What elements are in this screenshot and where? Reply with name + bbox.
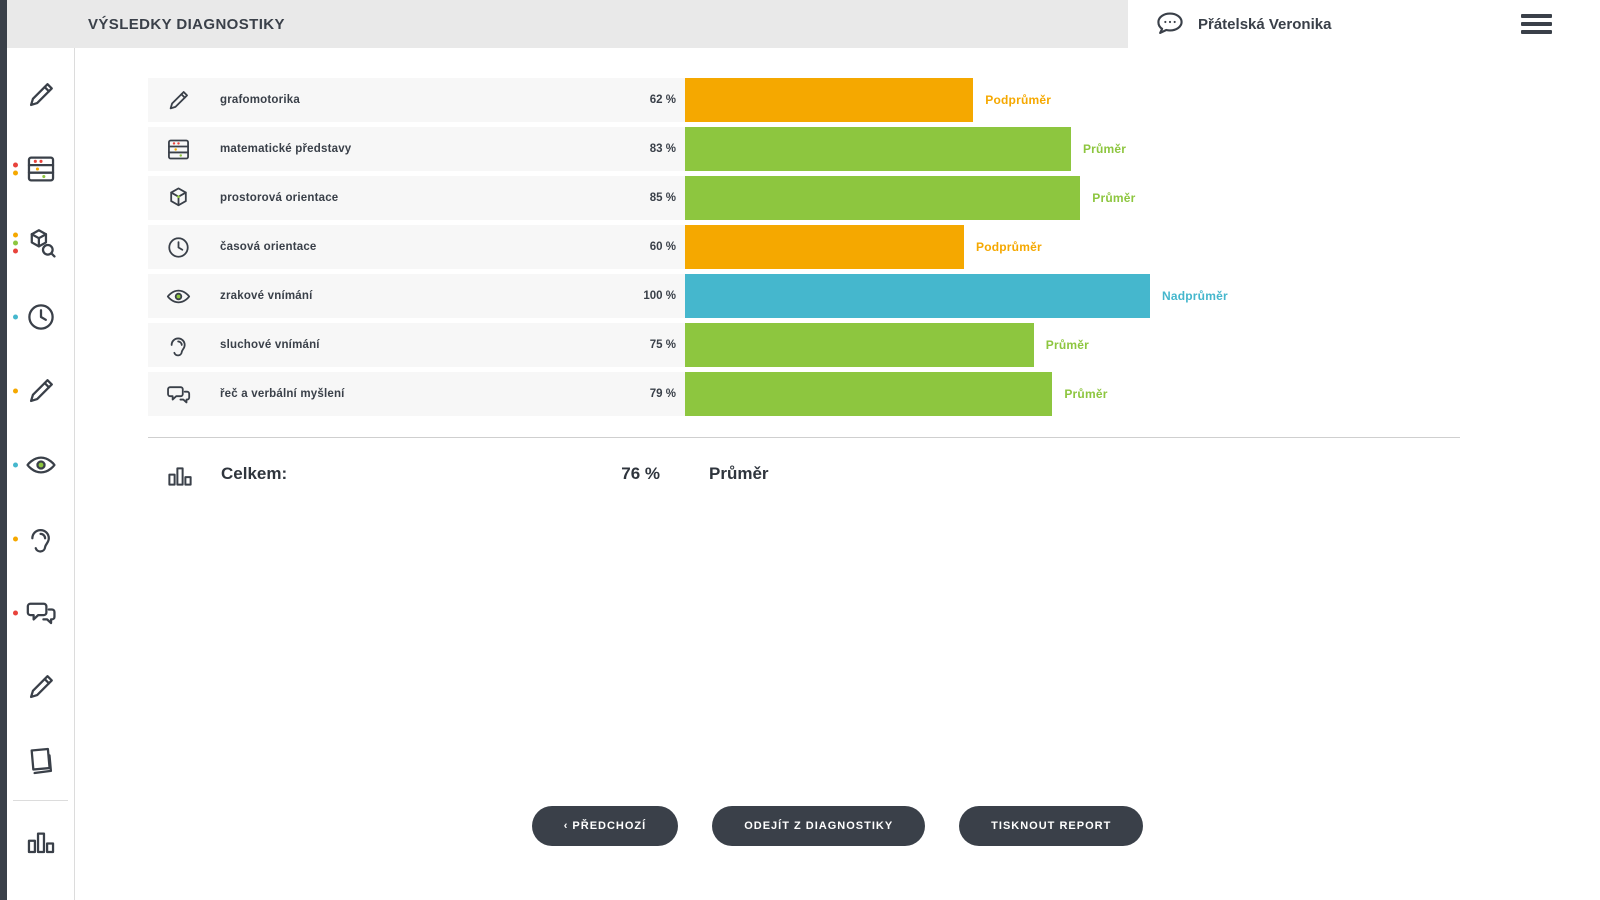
main-content: grafomotorika 62 % Podprůměr matematické…	[75, 48, 1600, 900]
chat-bubble-icon	[1154, 8, 1186, 40]
sidebar-item-poznamky[interactable]	[7, 724, 74, 798]
result-bar	[685, 127, 1071, 171]
skill-label: zrakové vnímání	[220, 290, 313, 302]
result-row-prostorova-orientace: prostorová orientace 85 % Průměr	[148, 176, 1228, 220]
result-bar	[685, 372, 1053, 416]
result-bar	[685, 225, 964, 269]
results-chart: grafomotorika 62 % Podprůměr matematické…	[148, 78, 1228, 421]
eye-icon	[165, 283, 192, 310]
cube-search-icon	[24, 226, 58, 260]
chart-icon	[165, 459, 195, 489]
skill-percent: 83 %	[649, 143, 676, 155]
category-label: Průměr	[1064, 387, 1108, 401]
clock-icon	[24, 300, 58, 334]
skill-percent: 100 %	[643, 290, 676, 302]
math-icon	[165, 136, 192, 163]
ear-icon	[165, 332, 192, 359]
user-profile[interactable]: Přátelská Veronika	[1154, 8, 1331, 40]
category-label: Průměr	[1082, 142, 1127, 156]
sidebar-item-vysledky[interactable]	[7, 803, 74, 877]
exit-diagnostics-button[interactable]: ODEJÍT Z DIAGNOSTIKY	[712, 806, 926, 846]
pencil-icon	[24, 78, 58, 112]
menu-icon[interactable]	[1521, 13, 1552, 35]
cube-icon	[165, 185, 192, 212]
skill-label: matematické představy	[220, 143, 352, 155]
page-header: VÝSLEDKY DIAGNOSTIKY	[7, 0, 1128, 48]
skill-percent: 75 %	[649, 339, 676, 351]
skill-label: grafomotorika	[220, 94, 300, 106]
skill-label: prostorová orientace	[220, 192, 339, 204]
result-bar	[685, 78, 974, 122]
left-edge-strip	[0, 0, 7, 900]
total-percent: 76 %	[621, 464, 660, 483]
sidebar-item-matematicke-predstavy[interactable]	[7, 132, 74, 206]
result-row-casova-orientace: časová orientace 60 % Podprůměr	[148, 225, 1228, 269]
sidebar	[7, 48, 75, 900]
result-row-grafomotorika: grafomotorika 62 % Podprůměr	[148, 78, 1228, 122]
skill-label: časová orientace	[220, 241, 317, 253]
skill-label: sluchové vnímání	[220, 339, 320, 351]
sidebar-item-casova-orientace[interactable]	[7, 280, 74, 354]
pencil-icon	[24, 670, 58, 704]
sidebar-divider	[13, 800, 68, 801]
result-bar	[685, 176, 1081, 220]
eye-icon	[24, 448, 58, 482]
category-label: Podprůměr	[976, 240, 1042, 254]
category-label: Průměr	[1092, 191, 1136, 205]
total-label: Celkem:	[221, 464, 288, 483]
skill-label: řeč a verbální myšlení	[220, 388, 345, 400]
sidebar-item-zrakove-vnimani[interactable]	[7, 428, 74, 502]
print-report-button[interactable]: TISKNOUT REPORT	[959, 806, 1144, 846]
sidebar-item-kresleni[interactable]	[7, 650, 74, 724]
notes-icon	[24, 744, 58, 778]
skill-percent: 62 %	[649, 94, 676, 106]
total-category: Průměr	[709, 464, 769, 483]
speech-icon	[24, 596, 58, 630]
sidebar-item-prostorova-orientace[interactable]	[7, 206, 74, 280]
speech-icon	[165, 381, 192, 408]
total-divider	[148, 437, 1460, 438]
sidebar-item-rec-a-mysleni[interactable]	[7, 576, 74, 650]
result-row-sluchove-vnimani: sluchové vnímání 75 % Průměr	[148, 323, 1228, 367]
result-row-matematicke-predstavy: matematické představy 83 % Průměr	[148, 127, 1228, 171]
pencil-icon	[24, 374, 58, 408]
category-label: Průměr	[1045, 338, 1089, 352]
top-bar: VÝSLEDKY DIAGNOSTIKY Přátelská Veronika	[7, 0, 1600, 48]
sidebar-item-grafomotorika[interactable]	[7, 58, 74, 132]
action-buttons: ‹ PŘEDCHOZÍ ODEJÍT Z DIAGNOSTIKY TISKNOU…	[75, 806, 1600, 846]
chart-icon	[24, 823, 58, 857]
page-title: VÝSLEDKY DIAGNOSTIKY	[88, 15, 285, 33]
total-row: Celkem: 76 % Průměr	[148, 448, 769, 500]
math-icon	[24, 152, 58, 186]
sidebar-item-sluchove-vnimani[interactable]	[7, 502, 74, 576]
category-label: Nadprůměr	[1162, 289, 1228, 303]
user-name: Přátelská Veronika	[1198, 15, 1332, 33]
result-bar	[685, 323, 1034, 367]
skill-percent: 60 %	[649, 241, 676, 253]
result-bar	[685, 274, 1150, 318]
skill-percent: 85 %	[649, 192, 676, 204]
skill-percent: 79 %	[649, 388, 676, 400]
previous-button[interactable]: ‹ PŘEDCHOZÍ	[531, 806, 679, 846]
pencil-icon	[165, 87, 192, 114]
clock-icon	[165, 234, 192, 261]
category-label: Podprůměr	[985, 93, 1052, 107]
user-area: Přátelská Veronika	[1128, 0, 1600, 48]
ear-icon	[24, 522, 58, 556]
sidebar-item-psani[interactable]	[7, 354, 74, 428]
result-row-rec-a-verbalni-mysleni: řeč a verbální myšlení 79 % Průměr	[148, 372, 1228, 416]
result-row-zrakove-vnimani: zrakové vnímání 100 % Nadprůměr	[148, 274, 1228, 318]
